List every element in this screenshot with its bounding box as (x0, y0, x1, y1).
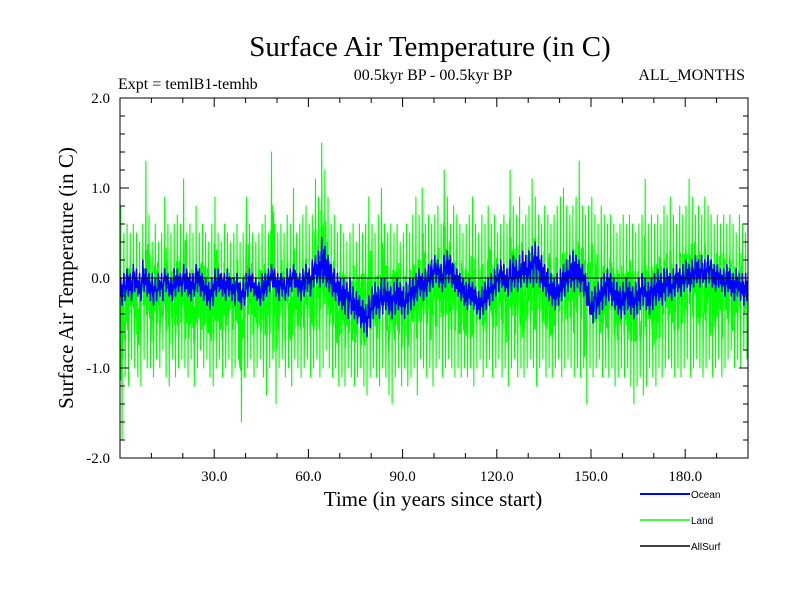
chart-subtitle-months: ALL_MONTHS (638, 67, 745, 84)
chart-title: Surface Air Temperature (in C) (249, 31, 610, 63)
legend-label-ocean: Ocean (691, 490, 720, 501)
series-layer (120, 142, 748, 441)
x-tick-label: 180.0 (668, 469, 702, 485)
y-tick-label: 2.0 (91, 91, 110, 107)
y-tick-label: -1.0 (86, 361, 110, 377)
legend-label-allsurf: AllSurf (691, 542, 721, 553)
chart-subtitle-period: 00.5kyr BP - 00.5kyr BP (354, 67, 513, 84)
x-tick-label: 30.0 (201, 469, 227, 485)
legend-label-land: Land (691, 516, 713, 527)
y-axis-label: Surface Air Temperature (in C) (54, 147, 78, 409)
x-axis-label: Time (in years since start) (324, 487, 543, 511)
y-tick-label: 0.0 (91, 271, 110, 287)
y-tick-label: 1.0 (91, 181, 110, 197)
series-line-ocean (120, 236, 748, 338)
x-tick-label: 90.0 (389, 469, 415, 485)
ticks-layer: 30.0 60.0 90.0 120.0 150.0 180.0 -2.0 -1.0 0.0 1.… (86, 91, 748, 485)
y-tick-label: -2.0 (86, 451, 110, 467)
legend: Ocean Land AllSurf (640, 490, 721, 553)
x-tick-label: 150.0 (574, 469, 608, 485)
x-tick-label: 120.0 (480, 469, 514, 485)
chart-subtitle-experiment: Expt = temlB1-temhb (118, 76, 258, 93)
x-tick-label: 60.0 (295, 469, 321, 485)
